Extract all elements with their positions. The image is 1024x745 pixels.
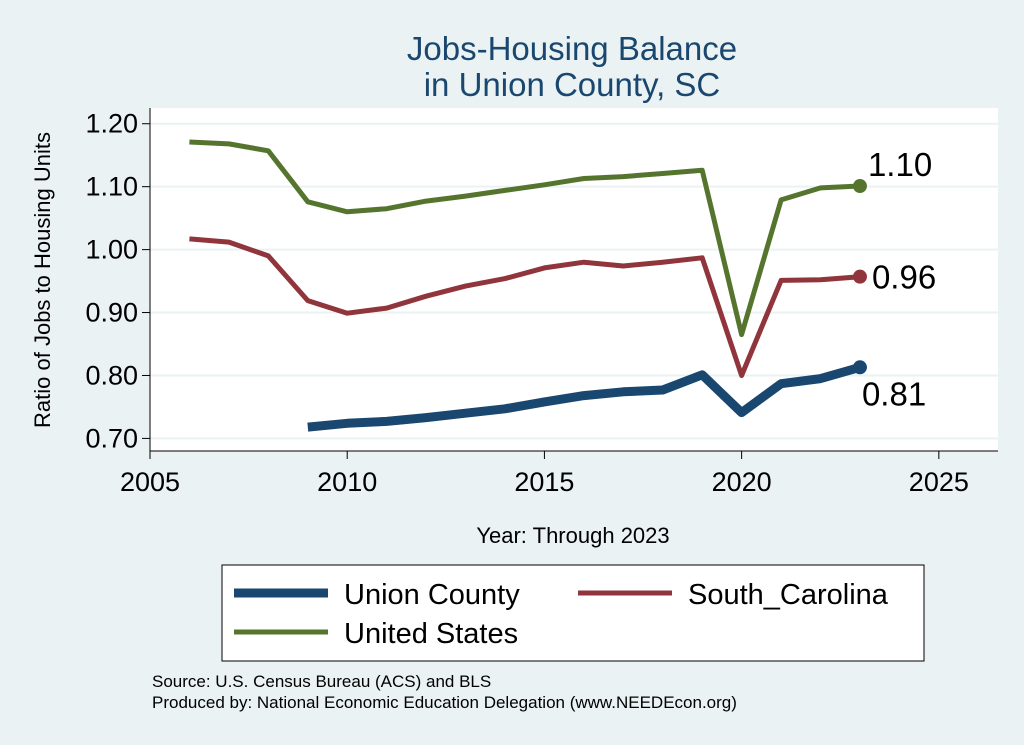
x-tick-label: 2010 <box>317 467 377 497</box>
endpoint-marker-union-county <box>852 360 867 375</box>
x-tick-label: 2025 <box>909 467 969 497</box>
y-axis-title: Ratio of Jobs to Housing Units <box>30 132 55 428</box>
y-tick-label: 0.90 <box>85 298 138 328</box>
chart-title-line-1: Jobs-Housing Balance <box>407 30 737 67</box>
x-tick-label: 2015 <box>514 467 574 497</box>
legend-label-union-county: Union County <box>344 579 520 611</box>
series-line-united-states <box>189 139 861 338</box>
endpoint-label-south-carolina: 0.96 <box>872 259 936 296</box>
y-tick-label: 1.00 <box>85 235 138 265</box>
series-lines <box>189 139 862 432</box>
legend: Union County South_Carolina United State… <box>221 564 925 662</box>
y-tick-label: 0.80 <box>85 360 138 390</box>
series-endpoints: 0.81 0.96 1.10 <box>852 146 936 412</box>
endpoint-marker-united-states <box>852 179 867 194</box>
series-line-union-county <box>307 362 862 432</box>
legend-label-south-carolina: South_Carolina <box>688 579 889 611</box>
legend-label-united-states: United States <box>344 618 518 650</box>
y-tick-label: 1.10 <box>85 172 138 202</box>
endpoint-marker-south-carolina <box>852 269 867 284</box>
gridlines <box>150 122 998 440</box>
x-axis-title: Year: Through 2023 <box>476 523 669 548</box>
source-note: Source: U.S. Census Bureau (ACS) and BLS <box>152 672 491 691</box>
y-tick-label: 0.70 <box>85 423 138 453</box>
x-tick-label: 2020 <box>712 467 772 497</box>
legend-box <box>221 564 925 662</box>
axes <box>149 108 998 452</box>
x-tick-label: 2005 <box>120 467 180 497</box>
endpoint-label-union-county: 0.81 <box>862 375 926 412</box>
y-axis-ticks: 0.70 0.80 0.90 1.00 1.10 1.20 <box>85 109 150 453</box>
producer-note: Produced by: National Economic Education… <box>152 693 737 712</box>
endpoint-label-united-states: 1.10 <box>868 146 932 183</box>
series-line-south-carolina <box>189 236 861 378</box>
x-axis-ticks: 2005 2010 2015 2020 2025 <box>120 451 969 497</box>
chart-title-line-2: in Union County, SC <box>424 66 721 103</box>
y-tick-label: 1.20 <box>85 109 138 139</box>
